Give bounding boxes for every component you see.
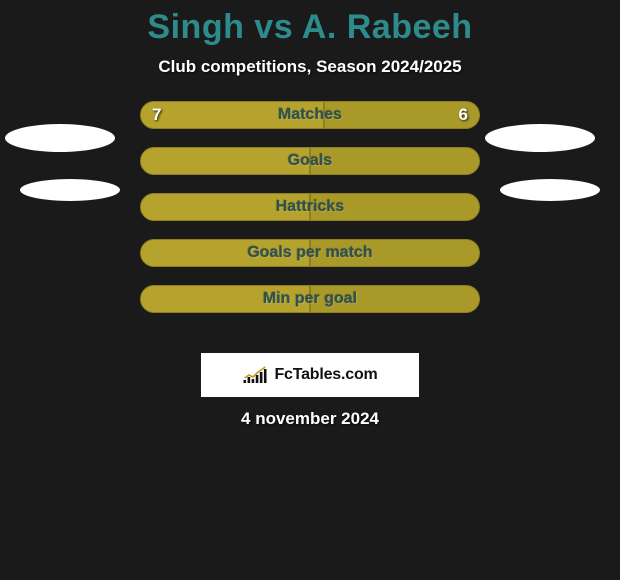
stat-bar-right	[310, 239, 480, 267]
fctables-logo: FcTables.com	[201, 353, 419, 397]
stat-bar-right	[324, 101, 480, 129]
stat-bar-left	[140, 193, 310, 221]
fctables-logo-text: FcTables.com	[274, 366, 377, 384]
decorative-ellipse	[485, 124, 595, 152]
stat-bar-left	[140, 285, 310, 313]
stat-bar-right	[310, 147, 480, 175]
decorative-ellipse	[5, 124, 115, 152]
stat-bar-right	[310, 193, 480, 221]
decorative-ellipse	[20, 179, 120, 201]
footer-date: 4 november 2024	[0, 409, 620, 429]
stat-row: Min per goal	[0, 285, 620, 313]
stat-row: Goals per match	[0, 239, 620, 267]
page-title: Singh vs A. Rabeeh	[0, 0, 620, 47]
comparison-infographic: Singh vs A. Rabeeh Club competitions, Se…	[0, 0, 620, 580]
decorative-ellipse	[500, 179, 600, 201]
page-subtitle: Club competitions, Season 2024/2025	[0, 57, 620, 77]
stat-bar-right	[310, 285, 480, 313]
stat-bar-left	[140, 239, 310, 267]
stat-bar-left	[140, 101, 324, 129]
bar-chart-icon	[242, 363, 268, 388]
stat-bar-left	[140, 147, 310, 175]
fctables-logo-inner: FcTables.com	[242, 363, 377, 388]
